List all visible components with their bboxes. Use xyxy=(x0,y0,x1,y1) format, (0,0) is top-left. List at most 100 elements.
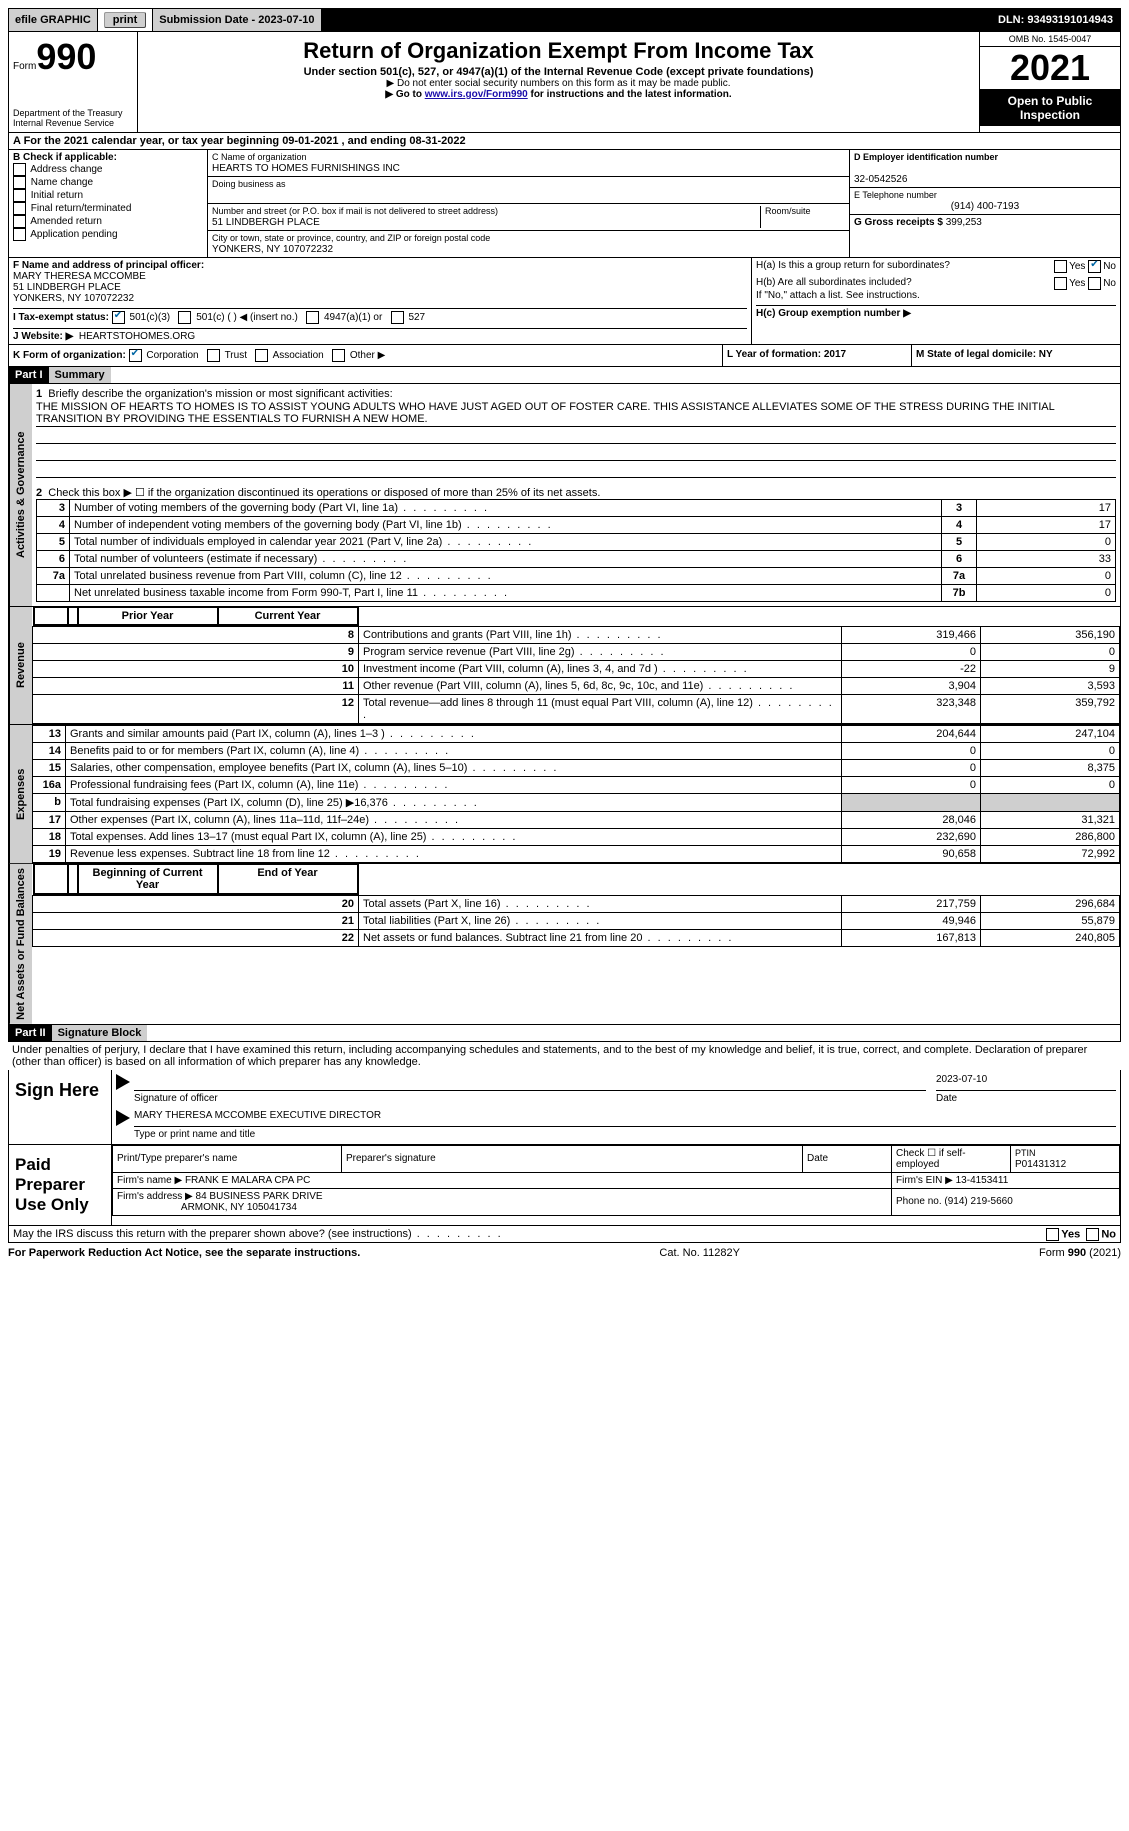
q1-label: Briefly describe the organization's miss… xyxy=(48,388,392,400)
identity-block: B Check if applicable: Address change Na… xyxy=(8,150,1121,258)
state-domicile: M State of legal domicile: NY xyxy=(916,349,1053,360)
pt-name-label: Print/Type preparer's name xyxy=(113,1145,342,1172)
revenue-table: Prior YearCurrent Year8Contributions and… xyxy=(32,607,1120,724)
tab-activities: Activities & Governance xyxy=(9,384,32,606)
discuss-no[interactable] xyxy=(1086,1228,1099,1241)
klm-row: K Form of organization: Corporation Trus… xyxy=(8,345,1121,367)
form-title: Return of Organization Exempt From Incom… xyxy=(142,38,975,64)
pt-check: Check ☐ if self-employed xyxy=(892,1145,1011,1172)
subtitle-3: ▶ Go to www.irs.gov/Form990 for instruct… xyxy=(142,89,975,100)
chk-527[interactable] xyxy=(391,311,404,324)
tab-expenses: Expenses xyxy=(9,725,32,863)
irs-label: Internal Revenue Service xyxy=(13,118,133,128)
activities-table: 3Number of voting members of the governi… xyxy=(36,499,1116,602)
footer-mid: Cat. No. 11282Y xyxy=(659,1247,740,1259)
part2-header: Part IISignature Block xyxy=(8,1025,1121,1042)
subtitle-1: Under section 501(c), 527, or 4947(a)(1)… xyxy=(142,66,975,78)
box-b-label: B Check if applicable: xyxy=(13,152,117,163)
name-label: C Name of organization xyxy=(212,152,307,162)
year-formation: L Year of formation: 2017 xyxy=(727,349,846,360)
discuss-yes[interactable] xyxy=(1046,1228,1059,1241)
hc-label: H(c) Group exemption number ▶ xyxy=(756,308,911,319)
hb-label: H(b) Are all subordinates included? xyxy=(756,277,912,290)
chk-501c3[interactable] xyxy=(112,311,125,324)
chk-corp[interactable] xyxy=(129,349,142,362)
firm-city: ARMONK, NY 105041734 xyxy=(181,1202,297,1213)
top-bar: efile GRAPHIC print Submission Date - 20… xyxy=(8,8,1121,32)
irs-link[interactable]: www.irs.gov/Form990 xyxy=(425,89,528,100)
part1-header: Part ISummary xyxy=(8,367,1121,384)
phone-value: (914) 400-7193 xyxy=(854,201,1116,212)
addr-label: Number and street (or P.O. box if mail i… xyxy=(212,206,498,216)
page-footer: For Paperwork Reduction Act Notice, see … xyxy=(8,1247,1121,1259)
sig-date: 2023-07-10 xyxy=(936,1074,1116,1091)
footer-right: Form 990 (2021) xyxy=(1039,1247,1121,1259)
pt-sig-label: Preparer's signature xyxy=(342,1145,803,1172)
part1-body: Activities & Governance 1 Briefly descri… xyxy=(8,384,1121,607)
penalty-text: Under penalties of perjury, I declare th… xyxy=(8,1042,1121,1070)
q2-label: Check this box ▶ ☐ if the organization d… xyxy=(48,487,600,499)
room-label: Room/suite xyxy=(765,206,811,216)
subtitle-2: ▶ Do not enter social security numbers o… xyxy=(142,78,975,89)
period-line: A For the 2021 calendar year, or tax yea… xyxy=(8,133,1121,150)
firm-phone: (914) 219-5660 xyxy=(944,1196,1012,1207)
type-name-label: Type or print name and title xyxy=(134,1129,255,1140)
city-label: City or town, state or province, country… xyxy=(212,233,490,243)
tax-year: 2021 xyxy=(980,47,1120,90)
phone-label: E Telephone number xyxy=(854,190,937,200)
tax-exempt-label: I Tax-exempt status: xyxy=(13,312,109,323)
ha-yes[interactable] xyxy=(1054,260,1067,273)
org-name: HEARTS TO HOMES FURNISHINGS INC xyxy=(212,163,400,174)
dln: DLN: 93493191014943 xyxy=(322,9,1120,31)
hb-no[interactable] xyxy=(1088,277,1101,290)
ptin-value: P01431312 xyxy=(1015,1159,1066,1170)
omb-number: OMB No. 1545-0047 xyxy=(980,32,1120,47)
ha-no[interactable] xyxy=(1088,260,1101,273)
form-number: Form990 xyxy=(13,36,133,78)
chk-trust[interactable] xyxy=(207,349,220,362)
print-button[interactable]: print xyxy=(104,12,146,28)
arrow-icon xyxy=(116,1110,130,1126)
netassets-table: Beginning of Current YearEnd of Year20To… xyxy=(32,864,1120,947)
chk-b-opt[interactable] xyxy=(13,202,26,215)
firm-name: FRANK E MALARA CPA PC xyxy=(185,1175,310,1186)
chk-assoc[interactable] xyxy=(255,349,268,362)
chk-other[interactable] xyxy=(332,349,345,362)
sign-here-label: Sign Here xyxy=(9,1070,112,1144)
firm-addr: 84 BUSINESS PARK DRIVE xyxy=(196,1191,323,1202)
footer-left: For Paperwork Reduction Act Notice, see … xyxy=(8,1247,360,1259)
hb-note: If "No," attach a list. See instructions… xyxy=(756,290,1116,301)
chk-b-opt[interactable] xyxy=(13,163,26,176)
org-address: 51 LINDBERGH PLACE xyxy=(212,217,320,228)
signature-block: Sign Here Signature of officer 2023-07-1… xyxy=(8,1070,1121,1226)
arrow-icon xyxy=(116,1074,130,1090)
chk-b-opt[interactable] xyxy=(13,228,26,241)
netassets-block: Net Assets or Fund Balances Beginning of… xyxy=(8,864,1121,1025)
chk-501c[interactable] xyxy=(178,311,191,324)
officer-name: MARY THERESA MCCOMBE xyxy=(13,271,146,282)
expenses-block: Expenses 13Grants and similar amounts pa… xyxy=(8,725,1121,864)
ein-label: D Employer identification number xyxy=(854,152,998,162)
website-value: HEARTSTOHOMES.ORG xyxy=(79,331,195,342)
gross-receipts-label: G Gross receipts $ xyxy=(854,217,943,228)
chk-4947[interactable] xyxy=(306,311,319,324)
mission-text: THE MISSION OF HEARTS TO HOMES IS TO ASS… xyxy=(36,400,1116,427)
officer-label: F Name and address of principal officer: xyxy=(13,260,204,271)
tab-netassets: Net Assets or Fund Balances xyxy=(9,864,32,1024)
efile-label: efile GRAPHIC xyxy=(9,9,98,31)
preparer-table: Print/Type preparer's name Preparer's si… xyxy=(112,1145,1120,1216)
chk-b-opt[interactable] xyxy=(13,176,26,189)
website-label: J Website: ▶ xyxy=(13,331,73,342)
discuss-row: May the IRS discuss this return with the… xyxy=(8,1226,1121,1243)
dba-label: Doing business as xyxy=(212,179,286,189)
chk-b-opt[interactable] xyxy=(13,215,26,228)
dept-treasury: Department of the Treasury xyxy=(13,108,133,118)
gross-receipts-value: 399,253 xyxy=(946,217,982,228)
open-to-public: Open to Public Inspection xyxy=(980,90,1120,126)
chk-b-opt[interactable] xyxy=(13,189,26,202)
pt-date-label: Date xyxy=(803,1145,892,1172)
paid-preparer-label: Paid Preparer Use Only xyxy=(9,1145,112,1225)
submission-date: Submission Date - 2023-07-10 xyxy=(153,9,321,31)
ein-value: 32-0542526 xyxy=(854,174,907,185)
hb-yes[interactable] xyxy=(1054,277,1067,290)
